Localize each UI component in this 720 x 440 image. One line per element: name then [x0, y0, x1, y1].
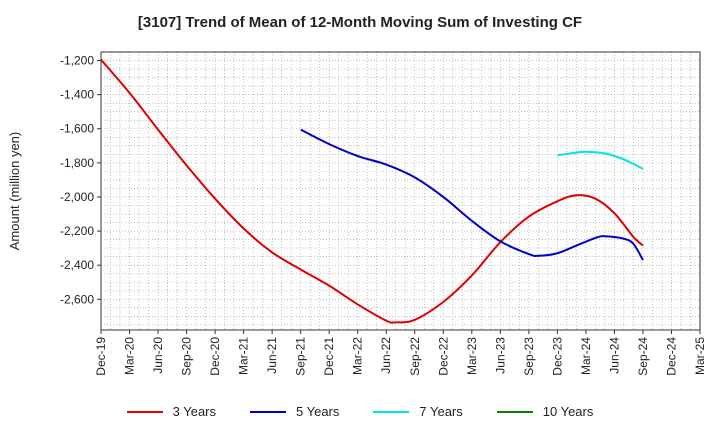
legend-item-10-years: 10 Years: [496, 404, 594, 419]
x-tick-label: Mar-20: [123, 337, 137, 375]
series-line-5-years: [300, 128, 644, 261]
legend-label-10-years: 10 Years: [542, 404, 594, 419]
legend-swatch-3-years: [126, 410, 163, 413]
legend-label-7-years: 7 Years: [419, 404, 463, 419]
legend-swatch-5-years: [250, 410, 286, 413]
y-axis-label: Amount (million yen): [7, 132, 22, 251]
x-tick-label: Mar-21: [237, 337, 251, 375]
x-tick-label: Jun-23: [493, 337, 507, 374]
y-tick-label: -2,400: [60, 258, 94, 272]
x-tick-label: Dec-24: [664, 337, 678, 376]
y-tick-label: -1,600: [60, 122, 94, 136]
legend-item-5-years: 5 Years: [250, 404, 339, 419]
x-tick-label: Dec-21: [322, 337, 336, 376]
x-tick-label: Dec-19: [94, 337, 108, 376]
x-tick-label: Sep-24: [636, 337, 650, 376]
plot-frame: [100, 51, 701, 331]
y-axis-ticks: -1,200 -1,400 -1,600 -1,800 -2,000 -2,200 -2,4…: [60, 54, 101, 306]
legend-label-3-years: 3 Years: [172, 404, 216, 419]
x-tick-label: Mar-25: [693, 337, 707, 375]
y-tick-label: -1,400: [60, 88, 94, 102]
series-line-7-years: [557, 150, 644, 170]
legend-swatch-7-years: [373, 410, 410, 413]
y-tick-label: -1,200: [60, 54, 94, 68]
legend-label-5-years: 5 Years: [296, 404, 340, 419]
x-tick-label: Mar-22: [351, 337, 365, 375]
legend: 3 Years 5 Years 7 Years 10 Years: [0, 404, 720, 419]
chart-title: [3107] Trend of Mean of 12-Month Moving …: [137, 14, 583, 31]
y-tick-label: -2,200: [60, 224, 94, 238]
series-line-3-years: [100, 59, 644, 324]
x-tick-label: Dec-20: [208, 337, 222, 376]
x-tick-label: Jun-20: [151, 337, 165, 374]
legend-item-3-years: 3 Years: [126, 404, 216, 419]
x-tick-label: Sep-20: [180, 337, 194, 376]
x-tick-label: Dec-22: [436, 337, 450, 376]
y-tick-label: -2,600: [60, 292, 94, 306]
x-tick-label: Sep-21: [294, 337, 308, 376]
x-tick-label: Jun-24: [607, 337, 621, 374]
x-tick-label: Mar-23: [465, 337, 479, 375]
x-tick-label: Sep-23: [522, 337, 536, 376]
x-tick-label: Dec-23: [550, 337, 564, 376]
legend-item-7-years: 7 Years: [373, 404, 463, 419]
x-tick-label: Mar-24: [579, 337, 593, 375]
x-tick-label: Sep-22: [408, 337, 422, 376]
series-layer: [100, 59, 644, 324]
y-tick-label: -2,000: [60, 190, 94, 204]
x-tick-label: Jun-22: [379, 337, 393, 374]
y-tick-label: -1,800: [60, 156, 94, 170]
x-axis-ticks: Dec-19 Mar-20 Jun-20 Sep-20 Dec-20 Mar-21 Jun-…: [94, 330, 707, 376]
legend-swatch-10-years: [496, 410, 533, 413]
grid-layer: [100, 51, 701, 330]
x-tick-label: Jun-21: [265, 337, 279, 374]
